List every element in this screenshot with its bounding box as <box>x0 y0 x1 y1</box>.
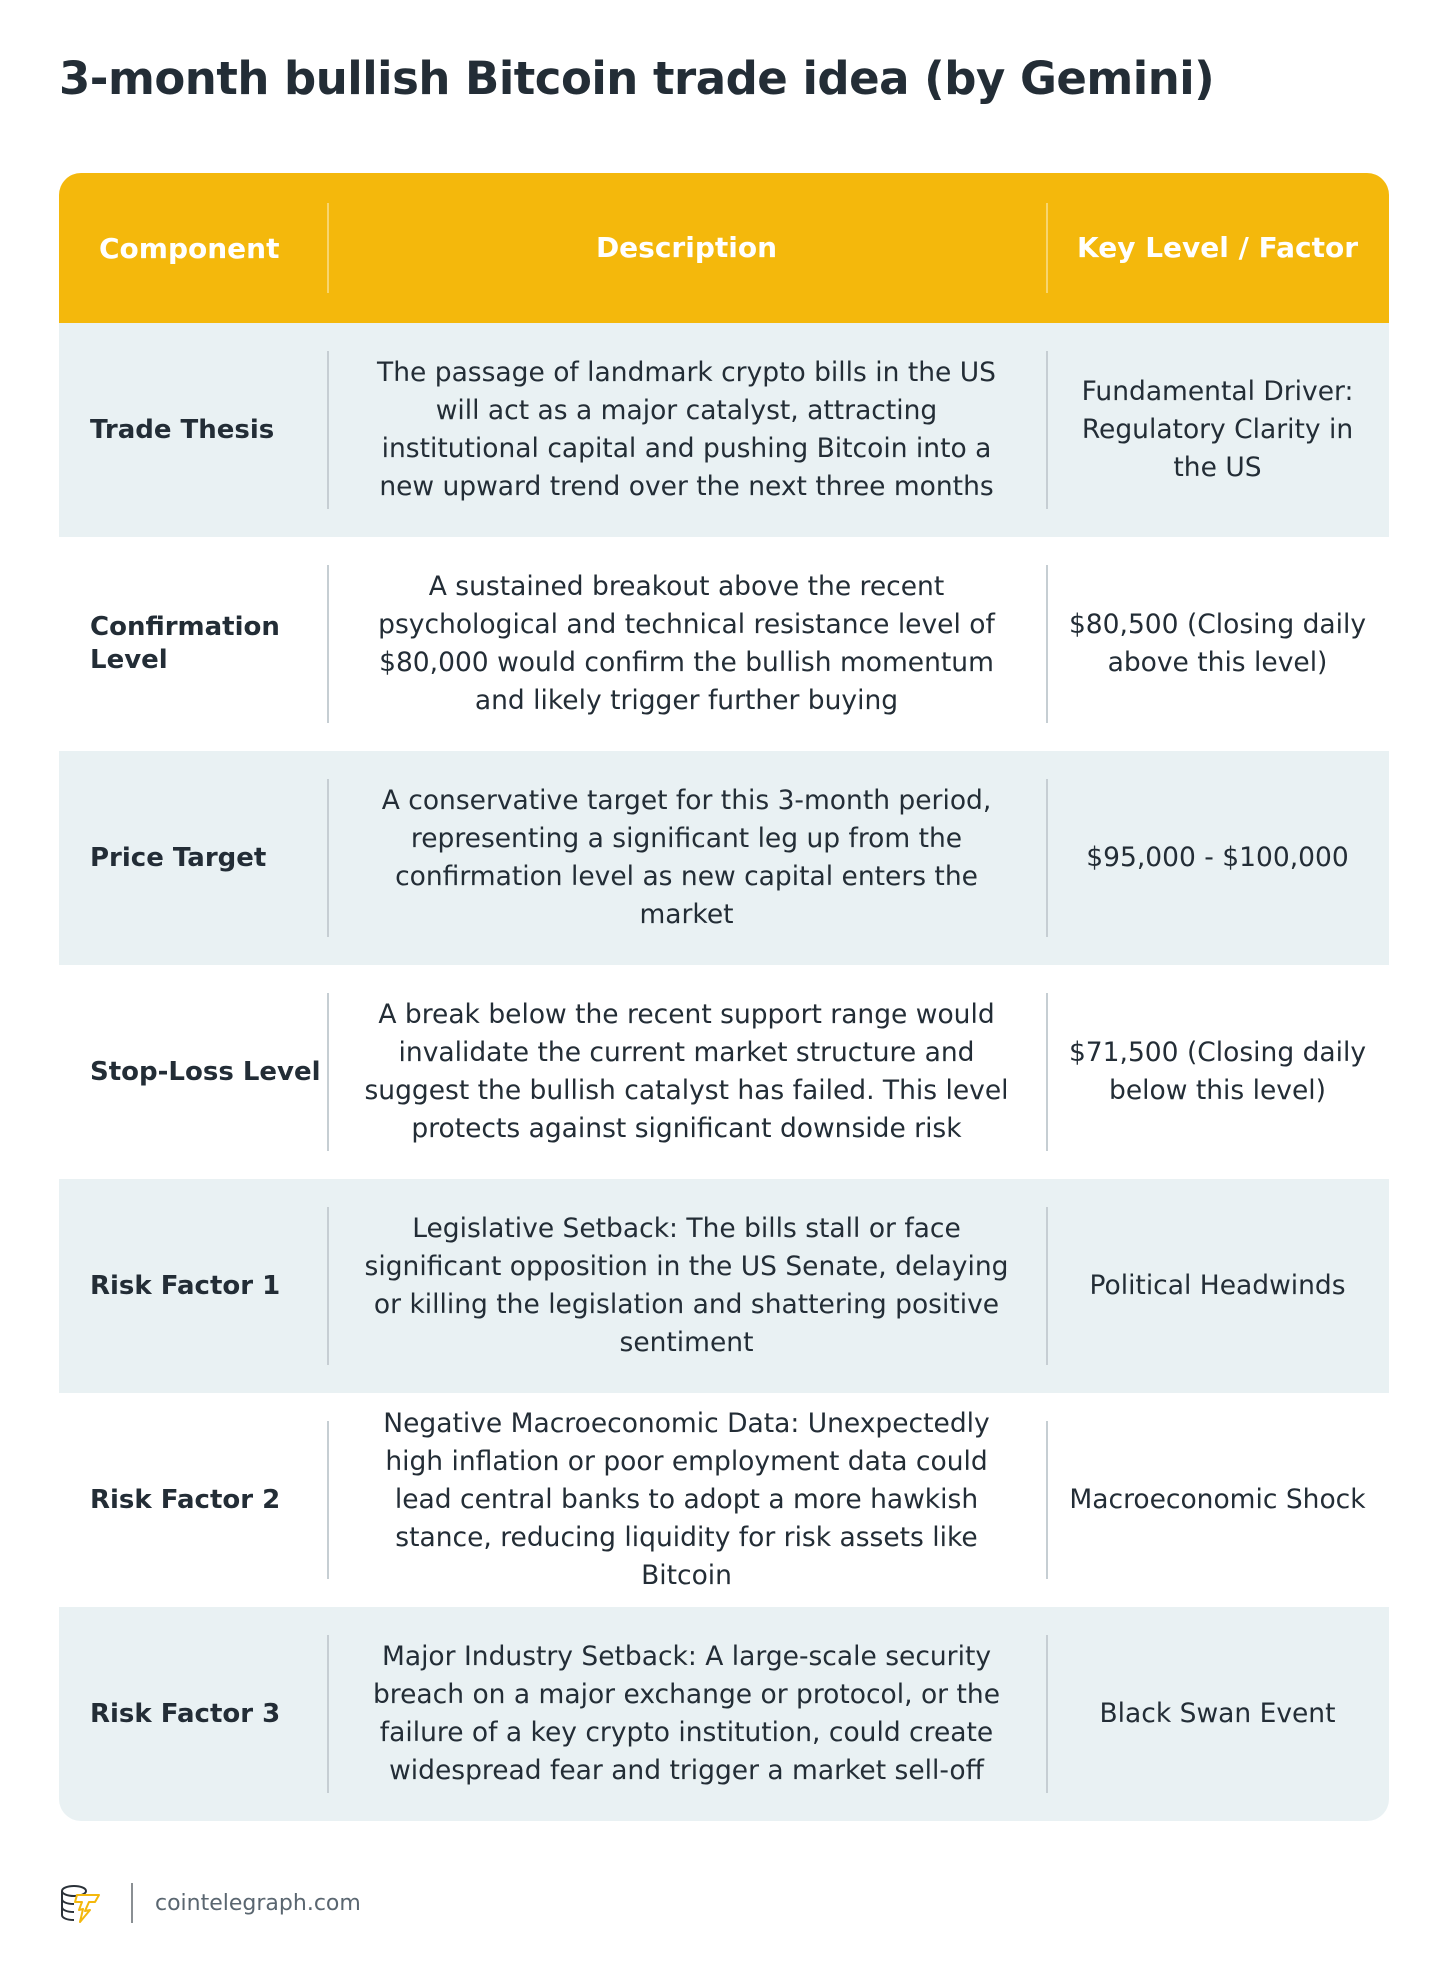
table-row: Risk Factor 3 Major Industry Setback: A l… <box>59 1607 1389 1821</box>
description-cell: A sustained breakout above the recent ps… <box>327 537 1046 751</box>
key-level-cell: Macroeconomic Shock <box>1046 1393 1389 1607</box>
description-cell: A conservative target for this 3-month p… <box>327 751 1046 965</box>
table-row: Stop-Loss Level A break below the recent … <box>59 965 1389 1179</box>
header-key-level: Key Level / Factor <box>1046 173 1389 323</box>
page-title: 3-month bullish Bitcoin trade idea (by G… <box>59 52 1215 105</box>
description-cell: The passage of landmark crypto bills in … <box>327 323 1046 537</box>
component-cell: Confirmation Level <box>90 612 280 675</box>
key-level-cell: Political Headwinds <box>1046 1179 1389 1393</box>
key-level-cell: $95,000 - $100,000 <box>1046 751 1389 965</box>
description-cell: Legislative Setback: The bills stall or … <box>327 1179 1046 1393</box>
description-cell: Negative Macroeconomic Data: Unexpectedl… <box>327 1393 1046 1607</box>
cointelegraph-logo-icon <box>61 1885 100 1923</box>
table-row: Trade Thesis The passage of landmark cryp… <box>59 323 1389 537</box>
table-row: Risk Factor 2 Negative Macroeconomic Data… <box>59 1393 1389 1607</box>
component-cell: Price Target <box>90 842 267 873</box>
table-row: Price Target A conservative target for th… <box>59 751 1389 965</box>
component-cell: Risk Factor 2 <box>90 1484 281 1515</box>
trade-idea-table: Component Description Key Level / Factor… <box>59 173 1389 1821</box>
footer: cointelegraph.com <box>59 1880 361 1926</box>
header-component: Component <box>99 231 280 265</box>
key-level-cell: Fundamental Driver: Regulatory Clarity i… <box>1046 323 1389 537</box>
component-cell: Risk Factor 1 <box>90 1270 281 1301</box>
header-description: Description <box>327 173 1046 323</box>
component-cell: Stop-Loss Level <box>90 1056 321 1087</box>
description-cell: A break below the recent support range w… <box>327 965 1046 1179</box>
key-level-cell: Black Swan Event <box>1046 1607 1389 1821</box>
table-header: Component Description Key Level / Factor <box>59 173 1389 323</box>
key-level-cell: $71,500 (Closing daily below this level) <box>1046 965 1389 1179</box>
component-cell: Trade Thesis <box>90 414 275 445</box>
site-url: cointelegraph.com <box>155 1890 361 1916</box>
footer-divider <box>131 1883 133 1923</box>
description-cell: Major Industry Setback: A large-scale se… <box>327 1607 1046 1821</box>
component-cell: Risk Factor 3 <box>90 1698 281 1729</box>
table-row: Risk Factor 1 Legislative Setback: The bi… <box>59 1179 1389 1393</box>
table-row: Confirmation Level A sustained breakout a… <box>59 537 1389 751</box>
key-level-cell: $80,500 (Closing daily above this level) <box>1046 537 1389 751</box>
